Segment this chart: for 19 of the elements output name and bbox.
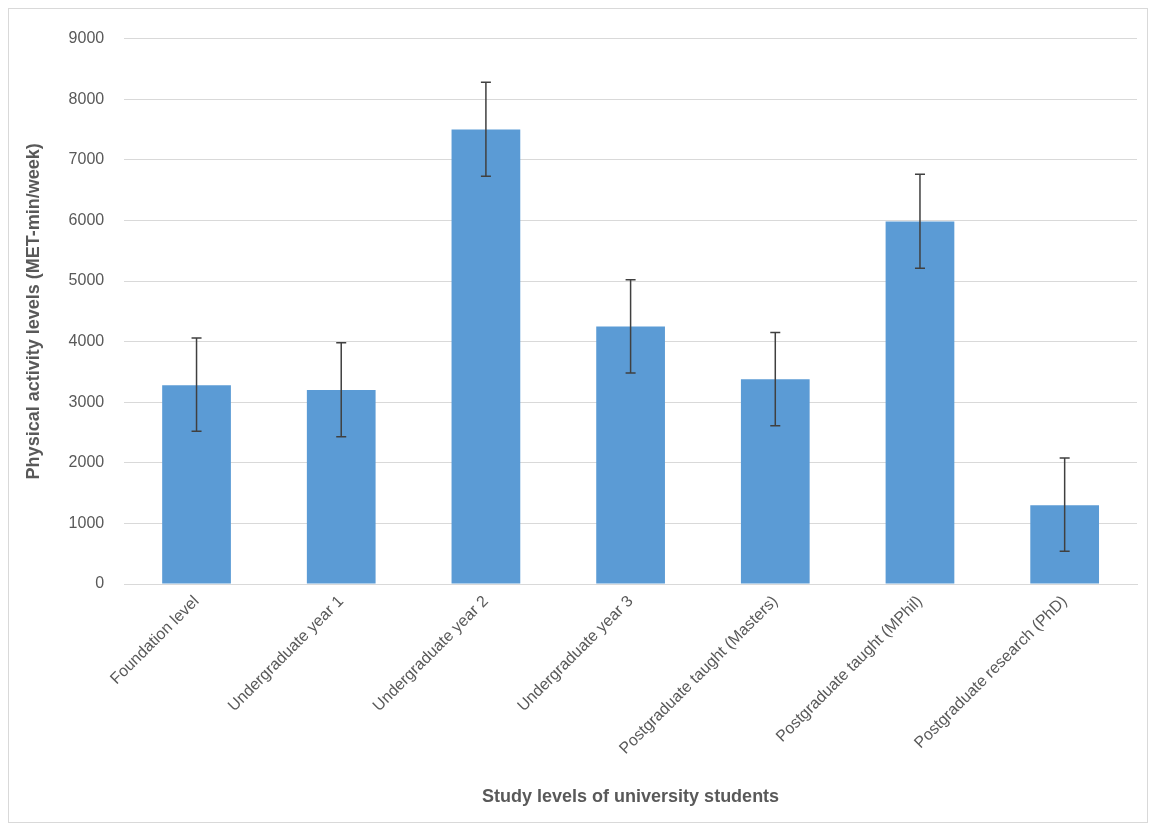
bar [306, 390, 376, 584]
y-tick-label: 6000 [68, 210, 105, 228]
bar [1030, 505, 1100, 584]
y-tick-label: 5000 [68, 271, 105, 289]
y-axis-title: Physical activity levels (MET-min/week) [22, 143, 43, 480]
bar [451, 129, 521, 584]
y-tick-label: 2000 [68, 453, 105, 471]
y-tick-label: 3000 [68, 392, 105, 410]
bar [740, 379, 810, 584]
bar [162, 385, 231, 584]
y-tick-label: 7000 [68, 150, 105, 168]
y-tick-label: 9000 [68, 29, 105, 47]
x-axis-title: Study levels of university students [482, 786, 780, 807]
y-tick-label: 1000 [68, 513, 105, 531]
y-tick-label: 4000 [68, 332, 105, 350]
y-tick-label: 8000 [68, 89, 105, 107]
y-tick-label: 0 [95, 574, 105, 592]
bar [596, 326, 665, 584]
bar [885, 221, 955, 584]
